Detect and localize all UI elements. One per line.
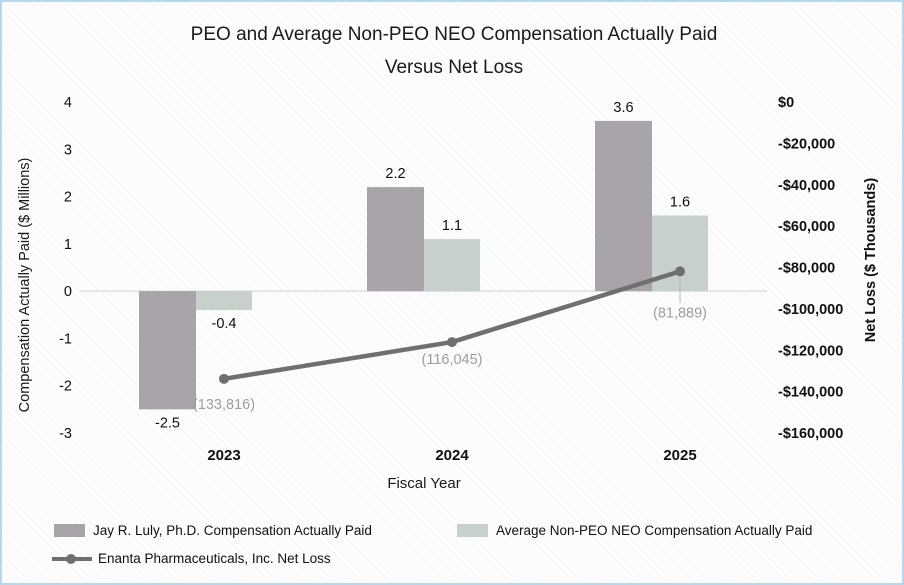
x-axis-tick-2024: 2024 — [435, 447, 469, 464]
bar-label-peo-2025: 3.6 — [613, 100, 633, 116]
right-axis-tick: -$100,000 — [778, 302, 843, 318]
left-axis-tick: -3 — [59, 426, 72, 442]
right-axis-tick: -$20,000 — [778, 136, 835, 152]
legend-swatch-peo — [54, 524, 85, 537]
right-axis-tick: -$60,000 — [778, 219, 835, 235]
legend-label-neo: Average Non-PEO NEO Compensation Actuall… — [496, 523, 813, 538]
left-axis-title: Compensation Actually Paid ($ Millions) — [17, 158, 33, 413]
bar-peo-2025 — [595, 120, 652, 292]
bar-peo-2024 — [367, 187, 424, 292]
left-axis-tick: 3 — [64, 142, 72, 158]
left-axis-tick: 4 — [64, 95, 72, 111]
right-axis-tick: -$160,000 — [778, 426, 843, 442]
right-axis-tick: -$140,000 — [778, 385, 843, 401]
bar-label-neo-2024: 1.1 — [442, 218, 462, 234]
left-axis-tick: 2 — [64, 190, 72, 206]
chart-title-line1: PEO and Average Non-PEO NEO Compensation… — [190, 24, 718, 45]
legend-label-peo: Jay R. Luly, Ph.D. Compensation Actually… — [93, 523, 372, 538]
right-axis-tick: $0 — [778, 95, 794, 111]
bar-neo-2024 — [424, 239, 480, 292]
bar-peo-2023 — [139, 291, 196, 410]
chart-title: PEO and Average Non-PEO NEO Compensation… — [2, 18, 902, 84]
bar-neo-2023 — [196, 291, 252, 311]
right-axis-tick: -$120,000 — [778, 343, 843, 359]
bar-label-neo-2023: -0.4 — [212, 316, 237, 332]
netloss-label-2024: (116,045) — [422, 352, 483, 368]
netloss-marker-2025 — [675, 266, 685, 277]
legend-swatch-neo — [457, 524, 488, 537]
legend-item-neo: Average Non-PEO NEO Compensation Actuall… — [457, 523, 812, 538]
netloss-label-2023: (133,816) — [193, 397, 255, 413]
legend-item-peo: Jay R. Luly, Ph.D. Compensation Actually… — [54, 523, 372, 538]
left-axis-tick: -2 — [59, 379, 72, 395]
x-axis-tick-2025: 2025 — [663, 447, 696, 464]
netloss-marker-2023 — [219, 373, 229, 384]
legend-dot-icon — [66, 553, 76, 564]
left-axis-tick: 1 — [64, 237, 72, 253]
legend-label-netloss: Enanta Pharmaceuticals, Inc. Net Loss — [98, 551, 331, 566]
right-axis-tick: -$80,000 — [778, 261, 835, 277]
right-axis-tick: -$40,000 — [778, 178, 835, 194]
left-axis-tick: 0 — [64, 284, 72, 300]
chart-title-line2: Versus Net Loss — [384, 57, 524, 78]
netloss-marker-2024 — [447, 337, 457, 348]
x-axis-tick-2023: 2023 — [207, 447, 240, 464]
legend-line-marker-icon — [52, 553, 92, 564]
legend-item-netloss: Enanta Pharmaceuticals, Inc. Net Loss — [52, 551, 331, 566]
right-axis-title: Net Loss ($ Thousands) — [863, 178, 879, 343]
left-axis-tick: -1 — [59, 331, 72, 347]
bar-label-neo-2025: 1.6 — [670, 194, 690, 210]
x-axis-title: Fiscal Year — [387, 475, 460, 492]
bar-label-peo-2023: -2.5 — [155, 415, 180, 431]
bar-label-peo-2024: 2.2 — [385, 166, 405, 182]
netloss-label-2025: (81,889) — [653, 305, 707, 321]
